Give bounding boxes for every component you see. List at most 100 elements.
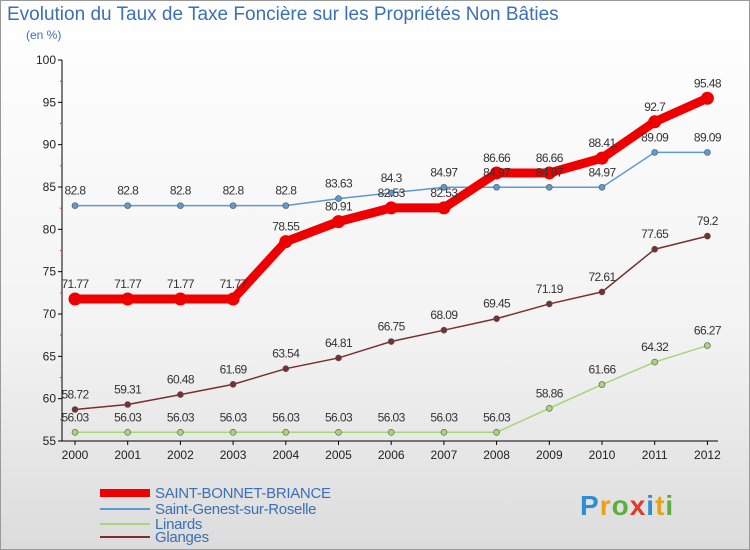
data-point-saint-bonnet-briance bbox=[279, 235, 293, 249]
data-point-linards bbox=[598, 381, 606, 388]
y-tick-label: 75 bbox=[43, 265, 57, 279]
data-label-linards: 56.03 bbox=[378, 410, 406, 424]
data-label-linards: 58.86 bbox=[536, 386, 564, 400]
data-point-linards bbox=[177, 428, 184, 436]
x-tick-label: 2007 bbox=[431, 448, 458, 462]
x-tick-label: 2002 bbox=[167, 448, 194, 462]
data-label-saint-bonnet-briance: 71.77 bbox=[167, 277, 195, 291]
data-label-glanges: 61.69 bbox=[220, 362, 248, 376]
data-point-glanges bbox=[229, 381, 237, 388]
data-point-saint-genest-sur-roselle bbox=[387, 189, 395, 197]
legend-label-linards: Linards bbox=[155, 515, 203, 533]
data-label-linards: 56.03 bbox=[167, 410, 195, 424]
data-point-saint-bonnet-briance bbox=[648, 115, 662, 129]
y-tick-label: 100 bbox=[36, 53, 56, 67]
data-label-linards: 56.03 bbox=[483, 410, 511, 424]
y-tick-label: 65 bbox=[43, 349, 57, 363]
data-point-saint-genest-sur-roselle bbox=[124, 202, 131, 209]
data-label-glanges: 72.61 bbox=[588, 270, 616, 284]
data-label-saint-genest-sur-roselle: 89.09 bbox=[641, 130, 669, 144]
data-label-linards: 56.03 bbox=[61, 410, 89, 424]
data-label-saint-bonnet-briance: 78.55 bbox=[272, 220, 300, 234]
data-point-saint-genest-sur-roselle bbox=[177, 202, 184, 209]
y-tick-label: 80 bbox=[43, 222, 57, 236]
data-point-saint-genest-sur-roselle bbox=[440, 183, 448, 191]
y-tick-label: 60 bbox=[43, 392, 57, 406]
data-point-saint-genest-sur-roselle bbox=[229, 202, 237, 209]
data-point-saint-genest-sur-roselle bbox=[71, 202, 79, 209]
x-tick-label: 2012 bbox=[694, 448, 721, 462]
data-point-linards bbox=[387, 428, 395, 436]
y-tick-label: 85 bbox=[43, 180, 57, 194]
data-point-linards bbox=[335, 428, 342, 436]
data-point-glanges bbox=[545, 300, 553, 308]
data-label-glanges: 79.2 bbox=[697, 214, 719, 228]
logo-letter: i bbox=[646, 490, 656, 521]
data-label-saint-genest-sur-roselle: 83.63 bbox=[325, 177, 353, 191]
data-point-linards bbox=[282, 428, 290, 436]
legend-label-saint-bonnet-briance: SAINT-BONNET-BRIANCE bbox=[155, 484, 331, 502]
legend-swatch-saint-genest-sur-roselle bbox=[100, 508, 150, 510]
legend-item-saint-bonnet-briance: SAINT-BONNET-BRIANCE bbox=[100, 484, 331, 502]
logo-letter: o bbox=[611, 490, 630, 521]
data-label-glanges: 77.65 bbox=[641, 227, 669, 241]
logo-letter: i bbox=[665, 490, 675, 521]
legend-item-saint-genest-sur-roselle: Saint-Genest-sur-Roselle bbox=[100, 500, 317, 518]
data-label-saint-bonnet-briance: 92.7 bbox=[644, 100, 666, 114]
data-label-saint-bonnet-briance: 71.77 bbox=[220, 277, 248, 291]
data-label-saint-genest-sur-roselle: 89.09 bbox=[694, 130, 722, 144]
data-label-saint-bonnet-briance: 86.66 bbox=[483, 151, 511, 165]
data-point-glanges bbox=[493, 315, 500, 322]
legend-item-linards: Linards bbox=[100, 515, 203, 533]
x-tick-label: 2004 bbox=[272, 448, 299, 462]
data-label-glanges: 71.19 bbox=[536, 282, 564, 296]
legend-swatch-linards bbox=[100, 523, 150, 525]
data-label-saint-genest-sur-roselle: 84.97 bbox=[536, 165, 564, 179]
x-tick-label: 2008 bbox=[483, 448, 510, 462]
data-point-linards bbox=[651, 358, 659, 366]
data-label-saint-bonnet-briance: 82.53 bbox=[430, 186, 458, 200]
data-point-linards bbox=[704, 342, 711, 349]
data-label-glanges: 58.72 bbox=[61, 388, 89, 402]
legend-item-glanges: Glanges bbox=[100, 529, 209, 546]
data-point-saint-bonnet-briance bbox=[700, 91, 714, 105]
data-label-saint-bonnet-briance: 71.77 bbox=[61, 277, 89, 291]
data-point-saint-genest-sur-roselle bbox=[493, 183, 500, 191]
data-point-saint-bonnet-briance bbox=[68, 292, 82, 306]
data-point-saint-bonnet-briance bbox=[332, 215, 345, 229]
data-label-saint-genest-sur-roselle: 82.8 bbox=[65, 184, 87, 198]
data-point-glanges bbox=[177, 391, 184, 398]
legend-swatch-saint-bonnet-briance bbox=[100, 489, 150, 497]
data-point-saint-genest-sur-roselle bbox=[651, 149, 659, 156]
data-label-saint-genest-sur-roselle: 82.8 bbox=[117, 184, 139, 198]
data-label-saint-genest-sur-roselle: 82.8 bbox=[170, 184, 192, 198]
data-label-linards: 61.66 bbox=[588, 363, 616, 377]
data-point-saint-bonnet-briance bbox=[384, 201, 398, 215]
logo-letter: x bbox=[629, 490, 647, 521]
x-tick-label: 2000 bbox=[62, 448, 89, 462]
data-label-glanges: 64.81 bbox=[325, 336, 353, 350]
data-label-linards: 56.03 bbox=[220, 410, 248, 424]
data-label-saint-bonnet-briance: 80.91 bbox=[325, 200, 353, 214]
data-label-saint-genest-sur-roselle: 84.3 bbox=[381, 171, 403, 185]
y-tick-label: 90 bbox=[43, 138, 57, 152]
data-point-saint-bonnet-briance bbox=[121, 292, 135, 306]
data-point-saint-bonnet-briance bbox=[437, 201, 451, 215]
data-point-glanges bbox=[651, 245, 659, 253]
data-label-saint-bonnet-briance: 88.41 bbox=[588, 136, 616, 150]
data-point-saint-genest-sur-roselle bbox=[704, 149, 711, 156]
data-point-saint-bonnet-briance bbox=[173, 292, 187, 306]
data-label-linards: 66.27 bbox=[694, 324, 722, 338]
data-label-linards: 56.03 bbox=[325, 410, 353, 424]
data-point-linards bbox=[71, 428, 79, 436]
data-point-saint-genest-sur-roselle bbox=[598, 183, 606, 191]
data-point-glanges bbox=[335, 354, 342, 362]
data-label-saint-bonnet-briance: 82.53 bbox=[378, 186, 406, 200]
legend-label-saint-genest-sur-roselle: Saint-Genest-sur-Roselle bbox=[155, 500, 317, 518]
logo-letter: r bbox=[599, 490, 612, 521]
data-point-linards bbox=[124, 428, 131, 436]
data-label-glanges: 69.45 bbox=[483, 297, 511, 311]
data-point-glanges bbox=[598, 288, 606, 296]
x-tick-label: 2010 bbox=[589, 448, 616, 462]
